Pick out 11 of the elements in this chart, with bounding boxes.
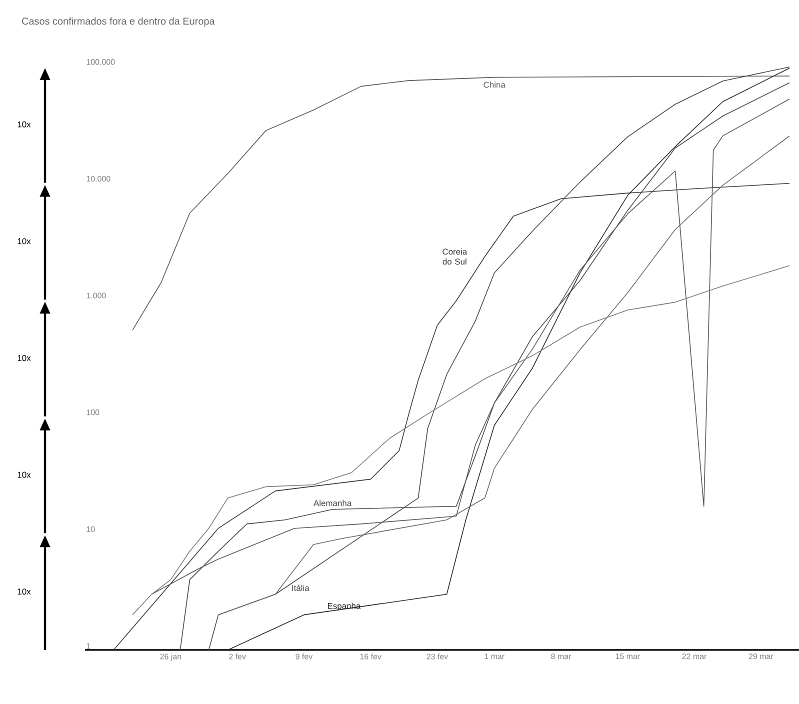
text: 10x <box>18 121 31 128</box>
series-label: Espanha <box>328 602 361 611</box>
series-label: China <box>484 81 506 88</box>
series-label: Coreia do Sul <box>442 248 468 265</box>
series-label: Alemanha <box>313 500 352 506</box>
text: 10x <box>18 354 31 361</box>
chart-title: Casos confirmados fora e dentro da Europa <box>22 17 215 27</box>
text: 10x <box>18 238 31 244</box>
text: 10x <box>18 472 31 478</box>
series-label: Itália <box>292 584 310 592</box>
text: 10x <box>18 588 31 595</box>
